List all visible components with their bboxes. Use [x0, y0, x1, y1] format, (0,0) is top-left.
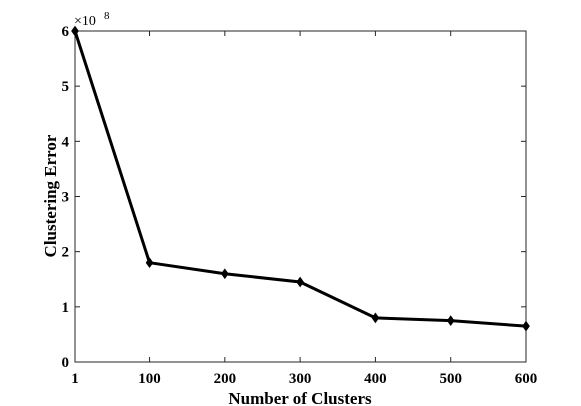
y-tick-label: 6	[62, 24, 70, 40]
y-tick-label: 5	[62, 79, 70, 95]
series-markers	[71, 25, 530, 332]
y-multiplier-base: ×10	[74, 14, 96, 29]
x-tick-label: 200	[214, 371, 237, 387]
x-tick-label: 1	[71, 371, 79, 387]
data-point-marker	[446, 315, 455, 326]
y-tick-label: 3	[62, 190, 70, 206]
data-point-marker	[522, 320, 530, 332]
y-tick-label: 4	[62, 134, 70, 150]
data-point-marker	[371, 312, 380, 324]
y-tick-label: 1	[62, 300, 70, 316]
y-axis-title: Clustering Error	[41, 134, 60, 257]
x-tick-label: 600	[515, 371, 538, 387]
x-tick-label: 100	[138, 371, 161, 387]
x-axis-title: Number of Clusters	[228, 389, 372, 406]
y-tick-label: 2	[62, 245, 70, 261]
x-axis-ticks: 1 100 200 300 400 500 600	[71, 31, 537, 387]
data-point-marker	[296, 276, 304, 288]
x-tick-label: 500	[439, 371, 462, 387]
data-point-marker	[71, 25, 79, 37]
y-multiplier-exponent: 8	[104, 10, 110, 22]
data-point-marker	[145, 257, 154, 269]
y-axis-ticks: 0 1 2 3 4 5 6	[62, 24, 526, 371]
x-tick-label: 400	[364, 371, 387, 387]
data-point-marker	[220, 268, 229, 280]
y-tick-label: 0	[62, 355, 70, 371]
x-tick-label: 300	[289, 371, 312, 387]
